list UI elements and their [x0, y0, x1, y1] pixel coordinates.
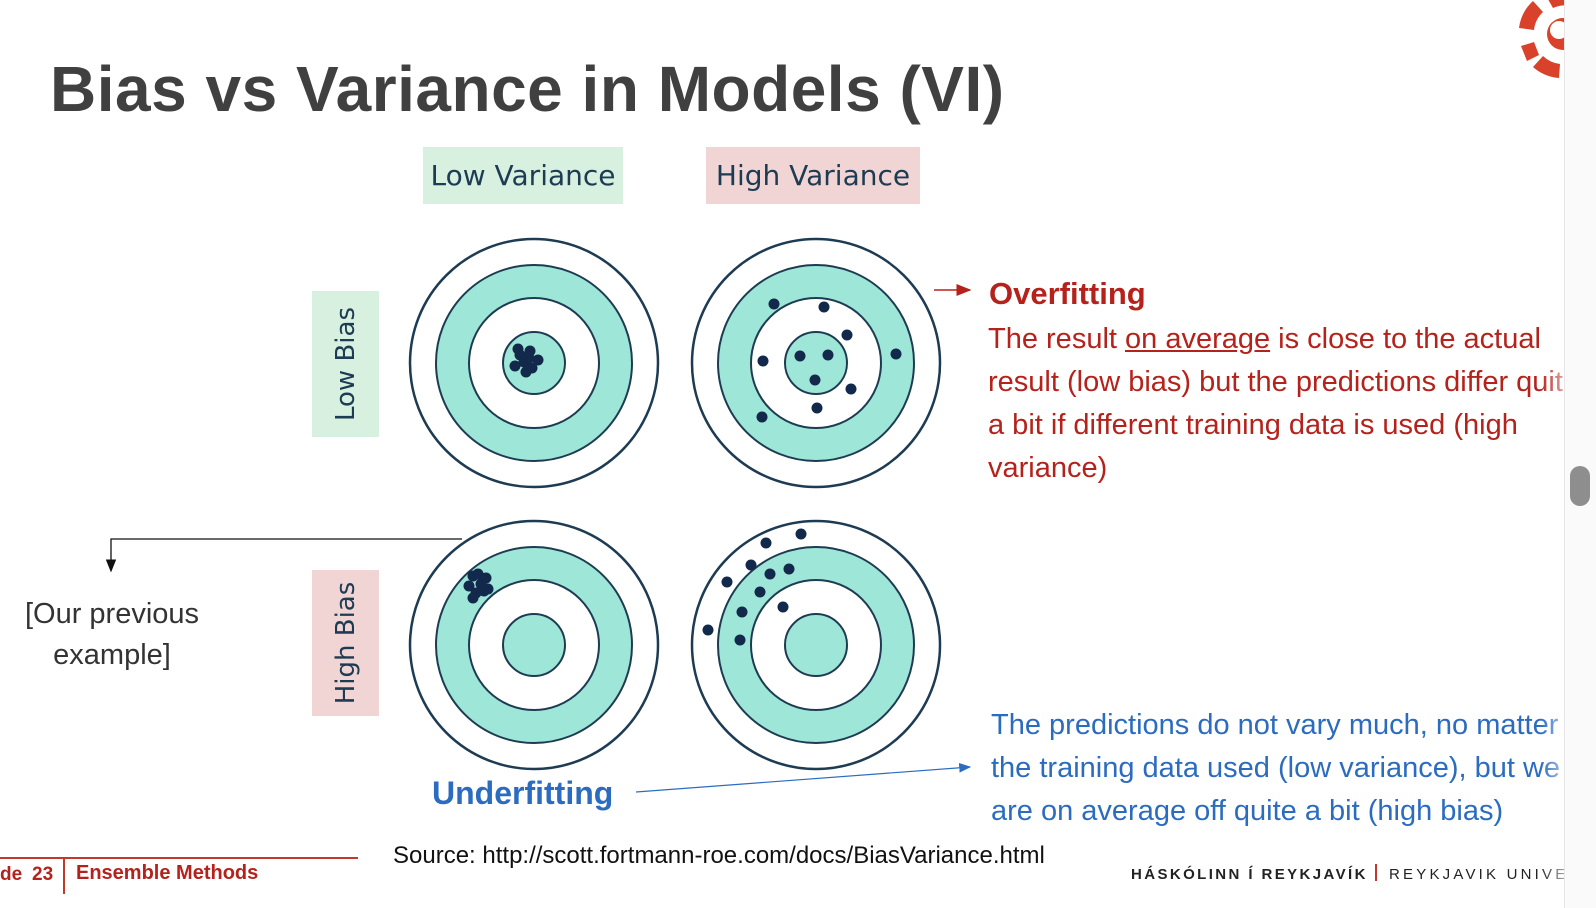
- prediction-dot: [702, 624, 714, 636]
- targets-group: [408, 237, 942, 771]
- target-low-bias-high-variance: [690, 237, 942, 489]
- prediction-dot: [822, 349, 834, 361]
- prediction-dot: [523, 352, 535, 364]
- arrow-right-icon: [635, 763, 972, 793]
- arrow-down-icon: [105, 538, 462, 573]
- prediction-dot: [754, 586, 766, 598]
- prediction-dot: [841, 329, 853, 341]
- label-low-bias: Low Bias: [312, 291, 379, 437]
- dots-group: [463, 298, 902, 646]
- overfitting-title: Overfitting: [989, 276, 1146, 311]
- scrollbar-track[interactable]: [1564, 0, 1596, 908]
- footer-topic: Ensemble Methods: [76, 862, 259, 884]
- prediction-dot: [721, 576, 733, 588]
- prediction-dot: [818, 301, 830, 313]
- prediction-dot: [768, 298, 780, 310]
- prediction-dot: [845, 383, 857, 395]
- previous-example-line-2: example]: [53, 639, 171, 671]
- prediction-dot: [777, 601, 789, 613]
- overfitting-text-start: The result: [988, 323, 1125, 355]
- target-ring: [502, 613, 566, 677]
- previous-example-note: [Our previous example]: [0, 594, 224, 676]
- prediction-dot: [512, 343, 524, 355]
- prediction-dot: [736, 606, 748, 618]
- source-citation: Source: http://scott.fortmann-roe.com/do…: [393, 842, 1045, 869]
- scrollbar-thumb[interactable]: [1570, 466, 1590, 506]
- label-high-bias: High Bias: [312, 570, 379, 716]
- prediction-dot: [811, 402, 823, 414]
- label-low-variance: Low Variance: [423, 147, 623, 204]
- slide-word: de: [0, 864, 23, 885]
- target-high-bias-high-variance: [690, 519, 942, 771]
- prediction-dot: [482, 583, 494, 595]
- prediction-dot: [764, 568, 776, 580]
- slide-title: Bias vs Variance in Models (VI): [50, 53, 1005, 125]
- prediction-dot: [520, 366, 532, 378]
- prediction-dot: [890, 348, 902, 360]
- underfitting-description: The predictions do not vary much, no mat…: [991, 709, 1561, 827]
- target-ring: [784, 331, 848, 395]
- slide-number: 23: [32, 864, 54, 885]
- prediction-dot: [734, 634, 746, 646]
- underfitting-title: Underfitting: [432, 775, 614, 811]
- prediction-dot: [756, 411, 768, 423]
- prediction-dot: [757, 355, 769, 367]
- prediction-dot: [463, 580, 475, 592]
- previous-example-line-1: [Our previous: [24, 598, 200, 630]
- target-ring: [784, 613, 848, 677]
- prediction-dot: [532, 354, 544, 366]
- university-name-icelandic: HÁSKÓLINN Í REYKJAVÍK: [1131, 866, 1368, 883]
- prediction-dot: [472, 568, 484, 580]
- target-high-bias-low-variance: [408, 519, 660, 771]
- footer-rule: [0, 857, 358, 859]
- footer-divider: [63, 858, 65, 894]
- prediction-dot: [509, 360, 521, 372]
- prediction-dot: [745, 559, 757, 571]
- prediction-dot: [760, 537, 772, 549]
- prediction-dot: [467, 592, 479, 604]
- prediction-dot: [794, 350, 806, 362]
- prediction-dot: [809, 374, 821, 386]
- prediction-dot: [795, 528, 807, 540]
- overfitting-description: The result on average is close to the ac…: [988, 318, 1596, 490]
- overfitting-text-end: is close to the actual result (low bias)…: [988, 323, 1580, 484]
- label-high-variance: High Variance: [706, 147, 920, 204]
- university-separator: [1375, 864, 1377, 881]
- overfitting-underlined-text: on average: [1125, 323, 1271, 355]
- prediction-dot: [783, 563, 795, 575]
